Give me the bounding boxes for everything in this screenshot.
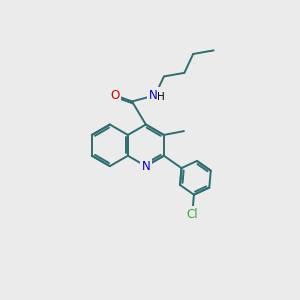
Text: Cl: Cl <box>186 208 198 221</box>
Text: N: N <box>142 160 150 172</box>
Text: O: O <box>110 89 120 102</box>
Text: H: H <box>158 92 165 102</box>
Text: N: N <box>149 89 158 102</box>
